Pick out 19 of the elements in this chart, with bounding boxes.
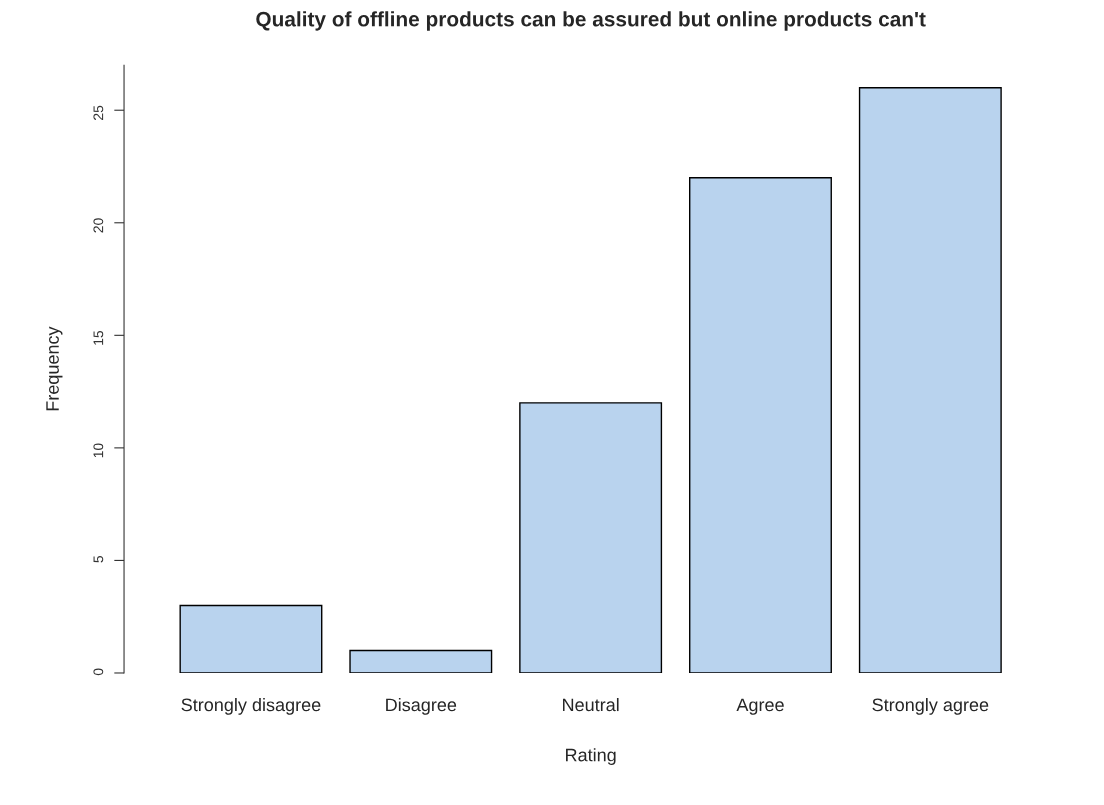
x-tick-label: Agree (736, 698, 784, 715)
bar (519, 402, 663, 673)
bar (179, 604, 323, 673)
y-tick-label: 25 (93, 105, 104, 120)
bar (689, 177, 832, 673)
y-tick-label: 5 (93, 555, 104, 563)
x-tick-label: Strongly agree (872, 697, 989, 715)
chart-title: Quality of offline products can be assured but online products can't (256, 11, 926, 31)
y-axis-title: Frequency (46, 326, 63, 411)
x-tick-label: Strongly disagree (181, 697, 321, 715)
y-tick-label: 0 (93, 668, 104, 676)
bar (858, 87, 1002, 673)
x-axis-title: Rating (566, 748, 616, 765)
y-tick-label: 10 (93, 443, 104, 458)
y-tick-label: 20 (93, 218, 104, 233)
y-tick-label: 15 (93, 330, 104, 345)
bar (349, 649, 493, 673)
x-tick-label: Neutral (563, 697, 619, 712)
x-tick-label: Disagree (386, 697, 457, 715)
